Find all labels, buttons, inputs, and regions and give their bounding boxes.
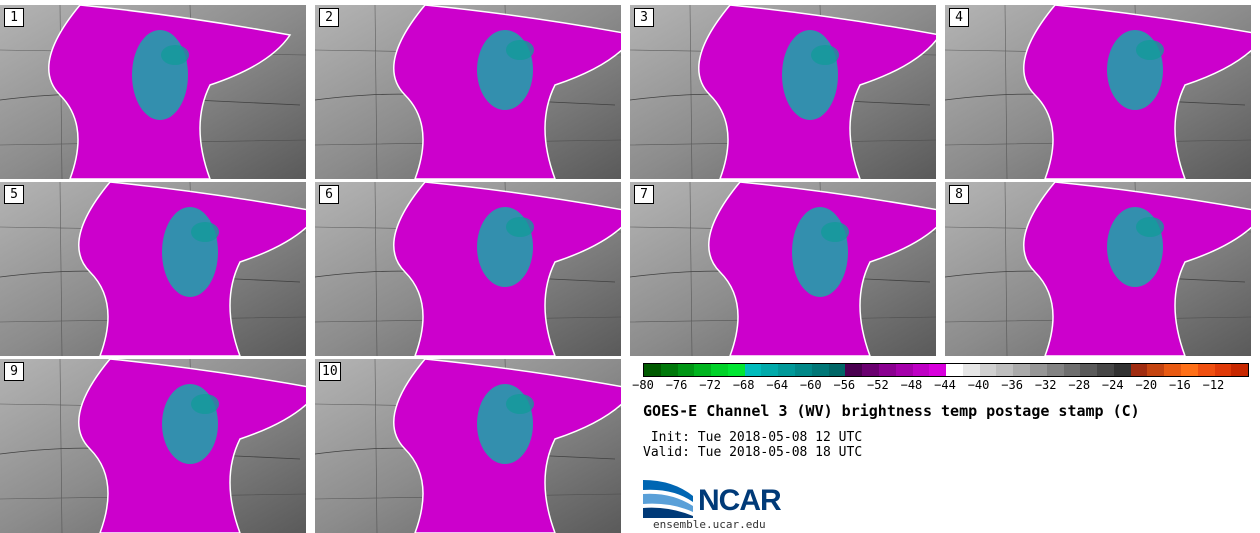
member-panel-9: 9 <box>0 359 306 533</box>
colorbar-tick-label: −76 <box>665 378 688 392</box>
colorbar-segment <box>946 364 963 376</box>
map-field <box>630 182 936 356</box>
colorbar-segment <box>1231 364 1249 376</box>
colorbar-tick-label: −32 <box>1034 378 1057 392</box>
colorbar-segment <box>727 364 745 376</box>
ncar-logo-icon <box>643 480 693 518</box>
colorbar-tick-label: −60 <box>799 378 822 392</box>
colorbar-segment <box>912 364 930 376</box>
colorbar-segment <box>778 364 796 376</box>
colorbar-segment <box>845 364 863 376</box>
member-label: 8 <box>949 185 969 204</box>
colorbar-segment <box>795 364 812 376</box>
colorbar-segment <box>1164 364 1181 376</box>
member-label: 2 <box>319 8 339 27</box>
member-panel-1: 1 <box>0 5 306 179</box>
colorbar-tick-label: −48 <box>900 378 923 392</box>
colorbar-segment <box>744 364 762 376</box>
colorbar-tick-label: −36 <box>1001 378 1023 392</box>
member-panel-10: 10 <box>315 359 621 533</box>
colorbar-ticks: −80 −76 −72 −68 −64 −60 −56 −52 −48 −44 −40 −36 −32−… <box>630 378 1260 394</box>
member-panel-6: 6 <box>315 182 621 356</box>
map-field <box>630 5 936 179</box>
colorbar-tick-label: −40 <box>967 378 990 392</box>
member-label: 6 <box>319 185 339 204</box>
colorbar-tick-label: −12 <box>1202 378 1225 392</box>
member-label: 5 <box>4 185 24 204</box>
colorbar-segment <box>1029 364 1047 376</box>
colorbar-segment <box>895 364 913 376</box>
member-label: 9 <box>4 362 24 381</box>
colorbar-segment <box>811 364 829 376</box>
colorbar <box>643 363 1249 377</box>
colorbar-segment <box>979 364 997 376</box>
colorbar-segment <box>1080 364 1098 376</box>
colorbar-segment <box>1097 364 1114 376</box>
map-field <box>945 182 1251 356</box>
map-field <box>0 182 306 356</box>
colorbar-tick-label: −80 <box>632 378 654 392</box>
colorbar-segment <box>660 364 678 376</box>
logo-url: ensemble.ucar.edu <box>653 518 766 531</box>
colorbar-segment <box>1181 364 1198 376</box>
colorbar-tick-label: −52 <box>867 378 889 392</box>
colorbar-segment <box>677 364 695 376</box>
colorbar-tick-label: −72 <box>699 378 721 392</box>
member-panel-3: 3 <box>630 5 936 179</box>
colorbar-tick-label: −64 <box>766 378 789 392</box>
member-panel-4: 4 <box>945 5 1251 179</box>
colorbar-segment <box>828 364 846 376</box>
colorbar-segment <box>694 364 712 376</box>
logo-name: NCAR <box>698 484 782 517</box>
colorbar-tick-label: −28 <box>1068 378 1091 392</box>
colorbar-segment <box>711 364 728 376</box>
map-field <box>315 359 621 533</box>
colorbar-segment <box>1046 364 1064 376</box>
init-time: Init: Tue 2018-05-08 12 UTC <box>643 430 863 445</box>
member-label: 1 <box>4 8 24 27</box>
valid-time: Valid: Tue 2018-05-08 18 UTC <box>643 445 863 460</box>
colorbar-segment <box>862 364 879 376</box>
colorbar-segment <box>996 364 1014 376</box>
member-panel-7: 7 <box>630 182 936 356</box>
colorbar-segment <box>929 364 947 376</box>
map-field <box>0 359 306 533</box>
colorbar-segment <box>644 364 661 376</box>
colorbar-tick-label: −24 <box>1101 378 1124 392</box>
colorbar-segment <box>1197 364 1215 376</box>
colorbar-segment <box>1130 364 1148 376</box>
map-field <box>945 5 1251 179</box>
colorbar-segment <box>1113 364 1131 376</box>
colorbar-segment <box>962 364 980 376</box>
colorbar-segment <box>761 364 779 376</box>
member-label: 3 <box>634 8 654 27</box>
product-title: GOES-E Channel 3 (WV) brightness temp po… <box>643 402 1140 420</box>
colorbar-segment <box>1147 364 1165 376</box>
colorbar-tick-label: −68 <box>732 378 755 392</box>
member-label: 4 <box>949 8 969 27</box>
member-panel-2: 2 <box>315 5 621 179</box>
colorbar-tick-label: −44 <box>934 378 956 392</box>
map-field <box>315 182 621 356</box>
colorbar-segment <box>1063 364 1081 376</box>
colorbar-tick-label: −56 <box>833 378 856 392</box>
member-label: 10 <box>319 362 341 381</box>
colorbar-tick-label: −20 <box>1135 378 1158 392</box>
map-field <box>0 5 306 179</box>
colorbar-segment <box>878 364 896 376</box>
member-panel-5: 5 <box>0 182 306 356</box>
colorbar-segment <box>1214 364 1232 376</box>
map-field <box>315 5 621 179</box>
colorbar-segment <box>1013 364 1030 376</box>
colorbar-tick-label: −16 <box>1169 378 1191 392</box>
member-label: 7 <box>634 185 654 204</box>
member-panel-8: 8 <box>945 182 1251 356</box>
